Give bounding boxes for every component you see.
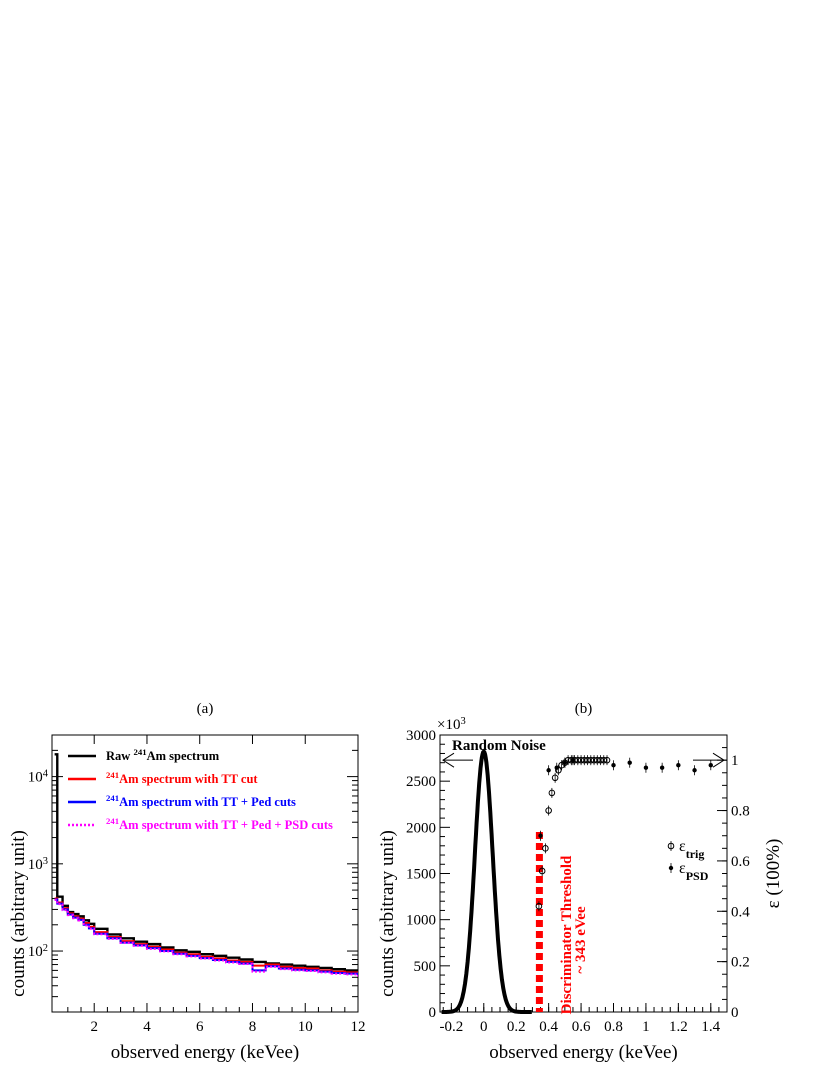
x-tick-label-b: 0.8 — [604, 1019, 623, 1035]
y-tick-label-b: 1000 — [406, 913, 436, 929]
trig-point — [600, 756, 608, 764]
x-tick-label-b: 0.2 — [507, 1019, 526, 1035]
psd-point — [676, 763, 681, 768]
noise-peak-label: Random Noise — [452, 738, 546, 754]
psd-point — [692, 768, 697, 773]
y-tick-label-a: 104 — [28, 768, 49, 786]
legend-entry-a: 241Am spectrum with TT + Ped cuts — [106, 793, 296, 809]
y-tick-label-b: 2500 — [406, 774, 436, 790]
x-tick-label-b: 1.2 — [669, 1019, 688, 1035]
legend-entry-b: εPSD — [679, 860, 709, 883]
x-tick-label-a: 8 — [249, 1019, 257, 1035]
psd-point — [546, 768, 551, 773]
y-tick-label-b: 500 — [414, 959, 437, 975]
x-axis-label-b: observed energy (keVee) — [489, 1042, 678, 1063]
legend-marker-b — [668, 865, 674, 871]
x-tick-label-a: 4 — [143, 1019, 151, 1035]
trig-point — [590, 756, 598, 764]
y-tick-label-b: 2000 — [406, 820, 436, 836]
legend-marker-b — [667, 842, 675, 850]
right-axis-arrowhead — [712, 752, 725, 768]
y-tick-label-right-b: 0 — [731, 1005, 739, 1021]
legend-entry-a: Raw 241Am spectrum — [106, 747, 220, 763]
y-tick-label-a: 102 — [28, 943, 48, 961]
psd-point — [643, 765, 649, 770]
trig-point — [581, 756, 588, 764]
x-axis-label-a: observed energy (keVee) — [111, 1042, 300, 1063]
y-multiplier-b: ×103 — [437, 716, 466, 734]
panel-label-b: (b) — [575, 701, 593, 717]
y-axis-label-a: counts (arbitrary unit) — [8, 830, 29, 997]
x-tick-label-a: 6 — [196, 1019, 204, 1035]
threshold-value-label: ~ 343 eVee — [573, 906, 589, 974]
y-tick-label-right-b: 0.4 — [731, 904, 750, 920]
left-axis-arrowhead — [442, 752, 455, 768]
threshold-label: Discriminator Threshold — [559, 855, 575, 1014]
x-tick-label-a: 10 — [298, 1019, 313, 1035]
psd-point — [708, 763, 713, 768]
x-tick-label-a: 12 — [351, 1019, 366, 1035]
trig-point — [593, 756, 601, 764]
series-line-a-0 — [54, 753, 358, 974]
trig-point — [577, 756, 585, 764]
trig-point — [603, 756, 611, 764]
trig-point — [597, 756, 604, 764]
series-line-a-1 — [54, 897, 358, 976]
legend-entry-a: 241Am spectrum with TT cut — [106, 770, 258, 786]
x-tick-label-b: 1.4 — [701, 1019, 720, 1035]
trig-point — [548, 789, 556, 797]
psd-point — [659, 765, 665, 770]
y-tick-label-a: 103 — [28, 855, 48, 873]
y-axis-label-b: counts (arbitrary unit) — [377, 830, 398, 997]
x-tick-label-b: 0.4 — [539, 1019, 558, 1035]
x-tick-label-a: 2 — [90, 1019, 98, 1035]
psd-point — [627, 760, 632, 765]
x-tick-label-b: 1 — [642, 1019, 650, 1035]
trig-point — [542, 845, 549, 852]
x-tick-label-b: 0 — [480, 1019, 488, 1035]
x-tick-label-b: -0.2 — [439, 1019, 463, 1035]
x-tick-label-b: 0.6 — [572, 1019, 591, 1035]
y-tick-label-right-b: 0.6 — [731, 854, 750, 870]
y-tick-label-right-b: 0.2 — [731, 955, 750, 971]
y-axis-label-right-b: ε (100%) — [763, 839, 784, 909]
psd-point — [570, 757, 576, 763]
series-line-a-3 — [54, 898, 358, 977]
panel-label-a: (a) — [197, 701, 214, 717]
y-tick-label-b: 3000 — [406, 728, 436, 744]
legend-entry-b: εtrig — [679, 838, 704, 861]
y-tick-label-right-b: 0.8 — [731, 804, 750, 820]
noise-peak-curve — [441, 748, 532, 1014]
trig-point — [584, 756, 591, 764]
trig-point — [535, 902, 543, 910]
legend-entry-a: 241Am spectrum with TT + Ped + PSD cuts — [106, 816, 333, 832]
psd-point — [562, 760, 568, 765]
trig-point — [587, 756, 595, 764]
y-tick-label-b: 1500 — [406, 867, 436, 883]
psd-point — [538, 833, 543, 838]
psd-point — [611, 763, 616, 768]
trig-point — [551, 774, 559, 782]
trig-point — [538, 867, 546, 875]
y-tick-label-right-b: 1 — [731, 753, 739, 769]
y-tick-label-b: 0 — [429, 1005, 437, 1021]
trig-point — [545, 807, 552, 814]
plot-frame-a — [51, 734, 359, 1013]
psd-point — [554, 765, 559, 770]
series-line-a-2 — [54, 898, 358, 977]
